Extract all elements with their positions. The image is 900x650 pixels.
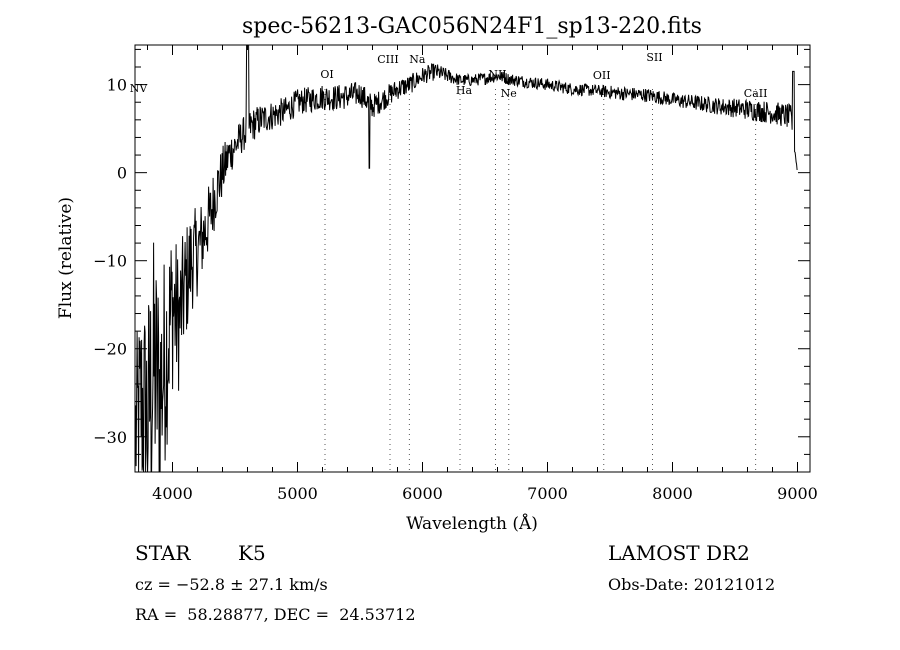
x-axis-label: Wavelength (Å) (406, 513, 538, 534)
spectral-line-label: SII (646, 51, 662, 64)
x-tick-label: 9000 (777, 484, 818, 503)
plot-frame (134, 44, 811, 473)
x-tick-label: 4000 (152, 484, 193, 503)
x-tick-label: 5000 (277, 484, 318, 503)
x-tick-label: 6000 (402, 484, 443, 503)
spectral-line-label: Ha (456, 84, 473, 97)
spectrum-line (135, 44, 798, 473)
obs-date: Obs-Date: 20121012 (608, 575, 776, 594)
y-tick-label: 0 (117, 164, 127, 183)
object-subclass: K5 (238, 541, 266, 565)
y-tick-label: −20 (93, 340, 127, 359)
y-tick-label: 10 (107, 76, 127, 95)
survey-label: LAMOST DR2 (608, 541, 750, 565)
coordinates-text: RA = 58.28877, DEC = 24.53712 (135, 605, 416, 624)
y-axis-label: Flux (relative) (56, 197, 76, 319)
y-tick-label: −30 (93, 428, 127, 447)
spectral-line-label: CaII (744, 87, 768, 100)
x-tick-label: 7000 (527, 484, 568, 503)
axis-ticks: 4000 5000 6000 7000 8000 9000 −30 −20 −10 0 10 (93, 45, 818, 503)
spectral-line-label: CIII (377, 53, 398, 66)
x-tick-label: 8000 (652, 484, 693, 503)
spectral-line-label: OI (320, 68, 333, 81)
spectral-line-label: Ne (501, 87, 517, 100)
chart-title: spec-56213-GAC056N24F1_sp13-220.fits (242, 14, 702, 39)
spectral-line-label: NV (130, 82, 149, 95)
redshift-text: cz = −52.8 ± 27.1 km/s (135, 575, 328, 594)
spectral-line-label: OII (593, 69, 611, 82)
spectral-line-label: Na (409, 53, 426, 66)
object-class: STAR (135, 541, 191, 565)
y-tick-label: −10 (93, 252, 127, 271)
